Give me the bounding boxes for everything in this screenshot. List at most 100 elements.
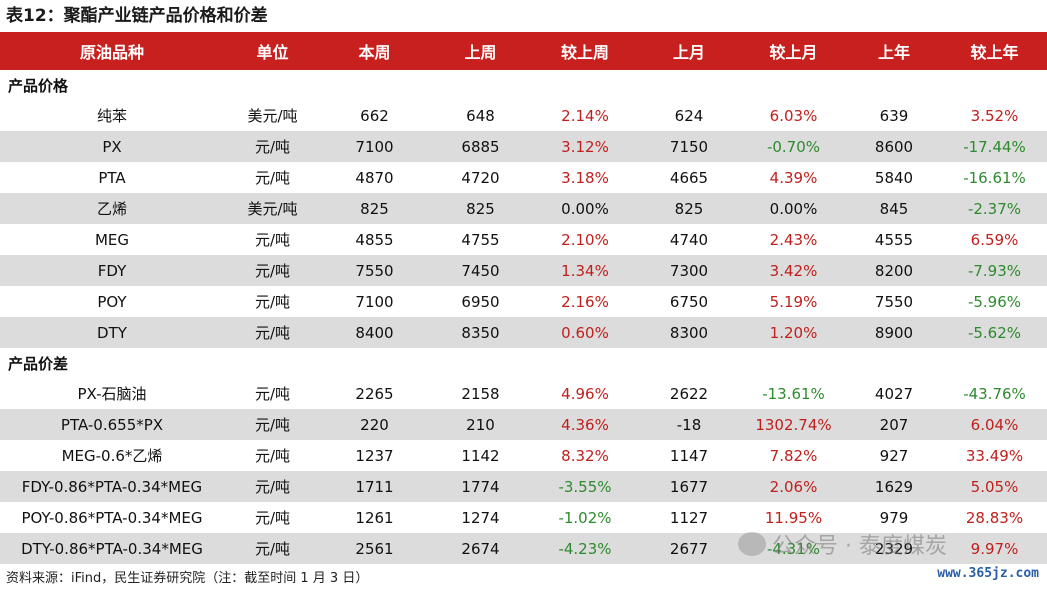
cell-this-week: 662 (360, 106, 389, 125)
table-row: FDY 元/吨 7550 7450 1.34% 7300 3.42% 8200 -7.93% (0, 255, 1047, 286)
cell-this-week: 4870 (355, 168, 394, 187)
cell-wow: 0.60% (561, 323, 609, 342)
table-row: PX-石脑油 元/吨 2265 2158 4.96% 2622 -13.61% 4027 -43… (0, 378, 1047, 409)
cell-mom: 6.03% (769, 106, 818, 125)
cell-last-year: 4555 (874, 230, 914, 249)
cell-yoy: -5.62% (967, 323, 1022, 342)
cell-last-month: 2622 (669, 384, 709, 403)
cell-unit: 元/吨 (254, 324, 291, 342)
table-row: POY 元/吨 7100 6950 2.16% 6750 5.19% 7550 -5.96% (0, 286, 1047, 317)
cell-last-month: 1127 (669, 508, 709, 527)
column-header: 较上周 (560, 43, 609, 62)
cell-mom: 3.42% (769, 261, 818, 280)
cell-last-year: 5840 (874, 168, 914, 187)
cell-mom: 5.19% (769, 292, 818, 311)
cell-last-week: 7450 (461, 261, 500, 280)
cell-mom: 2.43% (769, 230, 818, 249)
cell-wow: 4.36% (561, 415, 609, 434)
cell-mom: 1302.74% (755, 415, 832, 434)
cell-unit: 元/吨 (254, 509, 291, 527)
cell-last-week: 210 (466, 415, 495, 434)
cell-last-week: 1274 (461, 508, 500, 527)
cell-last-month: 825 (674, 199, 704, 218)
cell-wow: 1.34% (561, 261, 609, 280)
cell-yoy: -43.76% (963, 384, 1026, 403)
section-row: 产品价差 (0, 348, 1047, 378)
cell-unit: 元/吨 (254, 478, 291, 496)
cell-this-week: 1261 (355, 508, 394, 527)
cell-yoy: 28.83% (965, 508, 1024, 527)
column-header: 本周 (358, 43, 391, 62)
cell-last-week: 1774 (461, 477, 500, 496)
cell-mom: -0.70% (766, 137, 821, 156)
table-row: MEG-0.6*乙烯 元/吨 1237 1142 8.32% 1147 7.82% 927 33… (0, 440, 1047, 471)
cell-name: MEG (94, 230, 130, 249)
column-header: 上年 (877, 43, 910, 62)
cell-mom: 7.82% (769, 446, 818, 465)
cell-last-month: 7300 (669, 261, 709, 280)
cell-last-month: 4740 (669, 230, 709, 249)
cell-last-month: 1677 (669, 477, 709, 496)
cell-last-month: 7150 (669, 137, 709, 156)
cell-name: POY (97, 292, 127, 311)
cell-yoy: 5.05% (970, 477, 1019, 496)
cell-wow: 2.14% (561, 106, 609, 125)
table-row: DTY-0.86*PTA-0.34*MEG 元/吨 2561 2674 -4.23% 26… (0, 533, 1047, 564)
cell-last-week: 6885 (461, 137, 500, 156)
cell-last-year: 7550 (874, 292, 914, 311)
cell-unit: 美元/吨 (247, 200, 298, 218)
cell-wow: -1.02% (558, 508, 612, 527)
cell-last-year: 2329 (874, 539, 914, 558)
cell-last-year: 1629 (874, 477, 914, 496)
cell-last-week: 4720 (461, 168, 500, 187)
section-label: 产品价差 (8, 354, 69, 373)
table-body: 产品价格 纯苯 美元/吨 662 648 2.14% 624 6.03% 639 3.52% PX 元… (0, 70, 1047, 564)
table-title: 表12：聚酯产业链产品价格和价差 (6, 6, 268, 26)
cell-last-week: 8350 (461, 323, 500, 342)
cell-last-week: 4755 (461, 230, 500, 249)
cell-last-week: 825 (466, 199, 495, 218)
cell-unit: 元/吨 (254, 540, 291, 558)
cell-last-year: 8600 (874, 137, 914, 156)
cell-last-week: 6950 (461, 292, 500, 311)
cell-name: POY-0.86*PTA-0.34*MEG (21, 508, 203, 527)
source-note: 资料来源：iFind，民生证券研究院（注：截至时间 1 月 3 日） (6, 571, 369, 586)
column-header: 上月 (672, 43, 705, 62)
cell-mom: 0.00% (769, 199, 818, 218)
cell-unit: 美元/吨 (247, 107, 298, 125)
cell-last-week: 1142 (461, 446, 500, 465)
cell-name: PTA (98, 168, 126, 187)
cell-wow: 2.16% (561, 292, 609, 311)
cell-name: PX (102, 137, 122, 156)
cell-yoy: 33.49% (965, 446, 1024, 465)
cell-wow: -4.23% (558, 539, 612, 558)
cell-unit: 元/吨 (254, 138, 291, 156)
cell-this-week: 4855 (355, 230, 394, 249)
cell-name: 乙烯 (96, 200, 127, 218)
column-header: 原油品种 (79, 43, 144, 62)
cell-last-month: 4665 (669, 168, 709, 187)
cell-last-month: 8300 (669, 323, 709, 342)
column-header: 较上月 (769, 43, 818, 62)
cell-yoy: -2.37% (967, 199, 1022, 218)
cell-last-month: 624 (674, 106, 704, 125)
cell-last-year: 8200 (874, 261, 914, 280)
cell-yoy: 6.59% (970, 230, 1019, 249)
table-row: PTA-0.655*PX 元/吨 220 210 4.36% -18 1302.74% 207… (0, 409, 1047, 440)
cell-mom: 4.39% (769, 168, 818, 187)
cell-last-month: 1147 (669, 446, 709, 465)
cell-last-year: 8900 (874, 323, 914, 342)
cell-yoy: -17.44% (963, 137, 1026, 156)
column-header: 单位 (256, 43, 289, 62)
cell-last-year: 845 (879, 199, 909, 218)
cell-yoy: 3.52% (970, 106, 1019, 125)
table-row: DTY 元/吨 8400 8350 0.60% 8300 1.20% 8900 -5.62% (0, 317, 1047, 348)
cell-unit: 元/吨 (254, 416, 291, 434)
cell-unit: 元/吨 (254, 447, 291, 465)
cell-unit: 元/吨 (254, 262, 291, 280)
cell-this-week: 8400 (355, 323, 394, 342)
cell-yoy: -7.93% (967, 261, 1022, 280)
table-row: POY-0.86*PTA-0.34*MEG 元/吨 1261 1274 -1.02% 11… (0, 502, 1047, 533)
cell-unit: 元/吨 (254, 231, 291, 249)
cell-wow: 3.12% (561, 137, 609, 156)
